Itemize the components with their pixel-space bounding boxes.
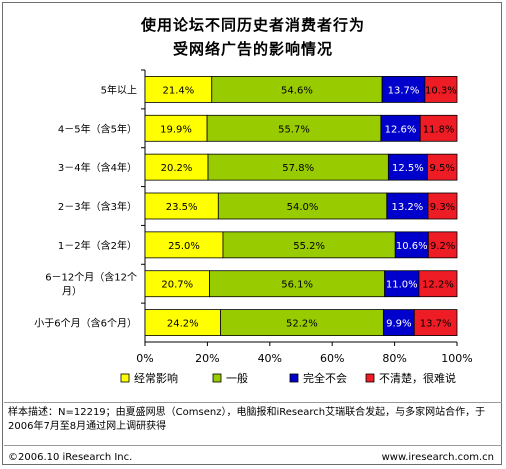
bar-segment	[413, 309, 458, 336]
bar-segment	[207, 153, 389, 181]
legend-swatch	[212, 373, 222, 383]
legend-label: 一般	[226, 372, 248, 385]
x-tick-label: 0%	[136, 352, 153, 365]
bar-segment	[384, 270, 420, 298]
x-tick-label: 80%	[382, 352, 406, 365]
footer-divider	[4, 445, 502, 446]
data-label: 9.3%	[430, 202, 455, 213]
data-label: 13.7%	[388, 85, 420, 96]
copyright-text: ©2006.10 iResearch Inc.	[8, 452, 133, 463]
data-label: 23.5%	[166, 202, 198, 213]
category-label: 1－2年（含2年）	[58, 239, 137, 252]
data-label: 19.9%	[160, 124, 192, 135]
legend-label: 完全不会	[303, 371, 347, 385]
bar-segment	[426, 153, 458, 181]
data-label: 57.8%	[282, 163, 314, 174]
x-tick-label: 60%	[320, 352, 344, 365]
bar-segment	[424, 76, 458, 103]
data-label: 12.2%	[422, 280, 454, 291]
sample-footnote: 样本描述：N=12219；由夏盛网思（Comsenz），电脑报和iResearc…	[8, 407, 486, 432]
data-label: 9.5%	[429, 163, 454, 174]
data-label: 21.4%	[162, 85, 194, 96]
bar-segment	[206, 114, 382, 142]
data-label: 13.2%	[392, 202, 424, 213]
data-label: 52.2%	[286, 319, 318, 330]
footnote-divider	[4, 402, 502, 403]
bar-segment	[419, 114, 458, 142]
data-label: 20.2%	[161, 163, 193, 174]
x-tick-label: 100%	[441, 352, 472, 365]
data-label: 11.0%	[386, 280, 418, 291]
data-label: 12.5%	[392, 163, 424, 174]
bar-segment	[427, 192, 458, 220]
data-label: 9.2%	[430, 241, 455, 252]
data-label: 55.2%	[293, 241, 325, 252]
x-tick-label: 20%	[195, 352, 219, 365]
data-label: 25.0%	[168, 241, 200, 252]
bar-segment	[144, 309, 221, 336]
data-label: 55.7%	[278, 124, 310, 135]
data-label: 56.1%	[281, 280, 313, 291]
data-label: 54.6%	[281, 85, 313, 96]
category-label: 月）	[62, 286, 82, 298]
category-label: 6－12个月（含12个	[45, 271, 137, 284]
bar-segment	[144, 114, 208, 142]
category-label: 小于6个月（含6个月）	[34, 317, 137, 330]
bar-segment	[217, 192, 388, 220]
data-label: 12.6%	[385, 124, 417, 135]
bar-segment	[144, 192, 219, 220]
bar-segment	[220, 309, 384, 336]
chart-title-line2: 受网络广告的影响情况	[172, 40, 333, 58]
bar-segment	[380, 114, 421, 142]
x-tick-label: 40%	[258, 352, 282, 365]
data-label: 10.3%	[425, 85, 457, 96]
website-text: www.iresearch.com.cn	[381, 452, 494, 463]
data-label: 13.7%	[420, 319, 452, 330]
legend-label: 不清楚，很难说	[379, 371, 456, 385]
category-label: 3－4年（含4年）	[58, 161, 137, 174]
data-label: 10.6%	[396, 241, 428, 252]
bar-segment	[418, 270, 458, 298]
category-label: 5年以上	[101, 83, 137, 96]
legend-label: 经常影响	[134, 372, 178, 385]
data-label: 9.9%	[386, 319, 411, 330]
bar-segment	[386, 192, 429, 220]
data-label: 20.7%	[161, 280, 193, 291]
data-label: 24.2%	[167, 319, 199, 330]
bar-segment	[209, 270, 386, 298]
chart-title-line1: 使用论坛不同历史者消费者行为	[140, 16, 365, 34]
category-label: 4－5年（含5年）	[58, 122, 137, 135]
bar-segment	[382, 309, 415, 336]
bar-segment	[222, 231, 396, 259]
category-label: 2－3年（含3年）	[58, 200, 137, 213]
data-label: 11.8%	[423, 124, 455, 135]
legend-swatch	[289, 373, 299, 383]
legend-swatch	[120, 373, 130, 383]
legend-swatch	[365, 373, 375, 383]
data-label: 54.0%	[287, 202, 319, 213]
bar-segment	[427, 231, 458, 259]
bar-segment	[144, 153, 209, 181]
bar-segment	[394, 231, 429, 259]
bar-segment	[387, 153, 428, 181]
